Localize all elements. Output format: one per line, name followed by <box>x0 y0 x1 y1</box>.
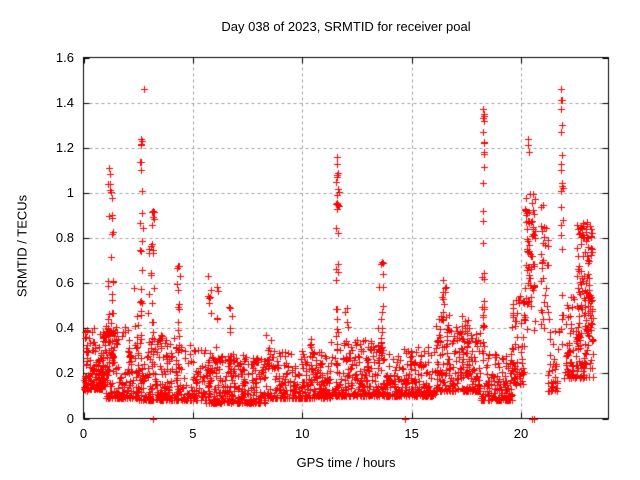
y-tick-label: 1.6 <box>55 49 74 65</box>
y-tick-label: 0.4 <box>55 320 74 336</box>
y-tick-label: 0.6 <box>55 275 74 291</box>
y-tick-label: 1.2 <box>55 139 74 155</box>
x-tick-label: 5 <box>189 426 197 441</box>
y-tick-label: 1 <box>66 184 74 200</box>
x-tick-label: 0 <box>79 426 88 441</box>
y-tick-label: 0.2 <box>55 365 74 381</box>
x-tick-label: 10 <box>295 426 310 441</box>
y-tick-label: 0.8 <box>55 230 74 245</box>
y-tick-label: 1.4 <box>55 94 74 110</box>
x-axis-label: GPS time / hours <box>296 455 396 470</box>
chart-title: Day 038 of 2023, SRMTID for receiver poa… <box>221 19 471 34</box>
x-tick-label: 15 <box>404 426 419 441</box>
y-tick-label: 0 <box>66 410 74 426</box>
x-tick-label: 20 <box>513 426 529 441</box>
